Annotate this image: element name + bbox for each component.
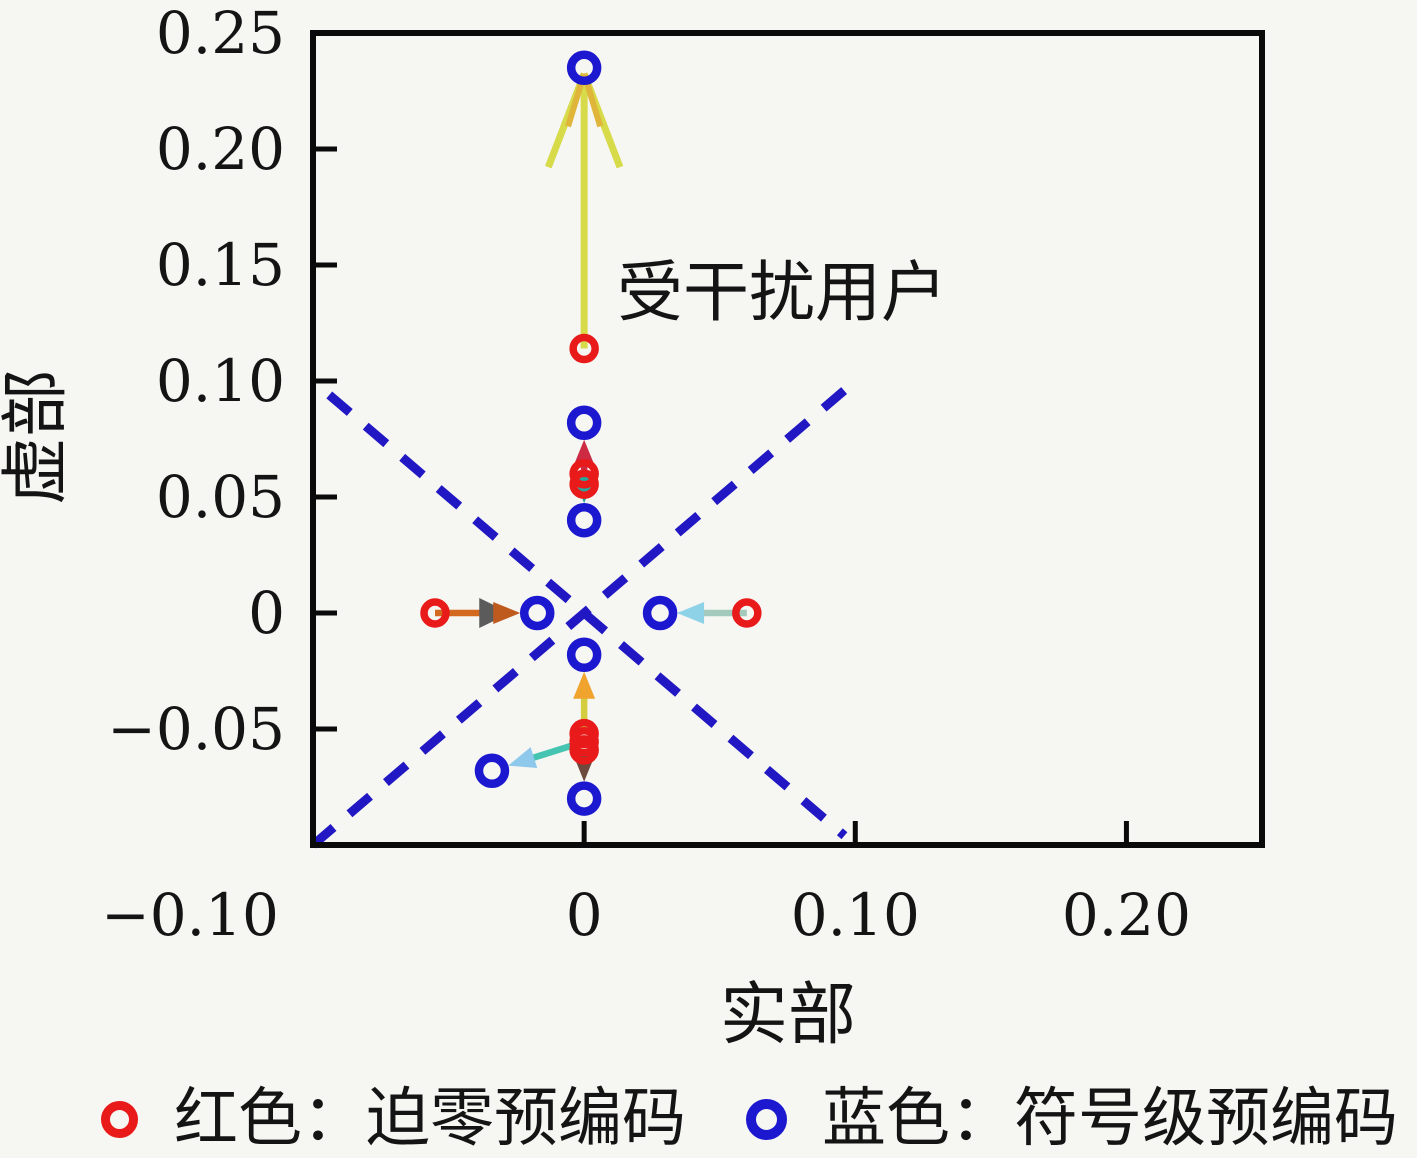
zf-precoding-point (569, 735, 599, 765)
zf-precoding-point (569, 469, 599, 499)
slp-precoding-point (566, 637, 602, 673)
arrow-head (508, 747, 538, 769)
slp-precoding-point (566, 405, 602, 441)
y-tick-label: 0.20 (155, 115, 285, 183)
y-tick-label: 0.10 (155, 347, 285, 415)
zf-precoding-point (569, 333, 599, 364)
arrow-head (573, 671, 596, 699)
plot-box (310, 30, 1265, 848)
y-tick-label: −0.05 (107, 695, 285, 763)
slp-precoding-point (474, 753, 510, 789)
zf-precoding-point (569, 459, 599, 489)
zf-precoding-point (420, 598, 450, 628)
y-tick-label: 0.15 (155, 231, 285, 299)
x-tick-label: 0.20 (1061, 881, 1191, 949)
y-tick-label: 0.25 (155, 0, 285, 67)
legend-item-zf-precoding: 红色：迫零预编码 (101, 1085, 686, 1153)
arrow-head (493, 602, 521, 624)
arrow-head (677, 602, 705, 624)
x-tick-label: 0 (565, 881, 603, 949)
slp-precoding-point (566, 50, 602, 86)
red-circle-marker-icon (101, 1100, 138, 1138)
y-tick-label: 0 (248, 579, 285, 647)
slp-precoding-point (566, 781, 602, 816)
x-tick-label: −0.10 (101, 881, 279, 949)
arrow-head (573, 439, 596, 467)
legend-label: 红色：迫零预编码 (174, 1082, 686, 1156)
y-tick-label: 0.05 (155, 463, 285, 531)
slp-precoding-point (566, 502, 602, 538)
slp-precoding-point (642, 595, 678, 631)
dashed-decision-boundary (310, 379, 856, 849)
annotation-interfered-user: 受干扰用户 (617, 254, 947, 331)
zf-precoding-point (732, 598, 762, 628)
x-tick-label: 0.10 (790, 881, 920, 949)
legend-label: 蓝色：符号级预编码 (822, 1082, 1398, 1156)
y-axis-title: 虚部 (0, 369, 76, 506)
legend-item-symbol-level-precoding: 蓝色：符号级预编码 (746, 1085, 1398, 1153)
slp-precoding-point (519, 595, 555, 631)
x-axis-title: 实部 (719, 976, 856, 1055)
blue-circle-marker-icon (746, 1098, 787, 1140)
